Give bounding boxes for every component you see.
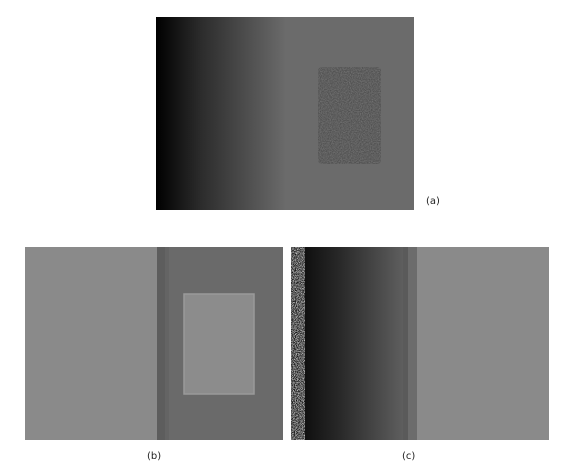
caption-a: (a): [426, 196, 440, 208]
panel-b: [25, 247, 283, 440]
panel-b-left-region: [25, 247, 157, 440]
panel-c: [291, 247, 549, 440]
panel-a: [156, 17, 414, 210]
panel-c-right-region: [417, 247, 549, 440]
panel-c-gradient-region: [291, 247, 417, 440]
panel-c-noisy-edge: [291, 247, 305, 440]
panel-b-rectangle: [184, 294, 254, 394]
panel-c-image: [291, 247, 549, 440]
panel-a-image: [156, 17, 414, 210]
caption-c: (c): [402, 451, 415, 463]
panel-b-image: [25, 247, 283, 440]
caption-b: (b): [147, 451, 161, 463]
panel-a-gradient-region: [156, 17, 285, 210]
